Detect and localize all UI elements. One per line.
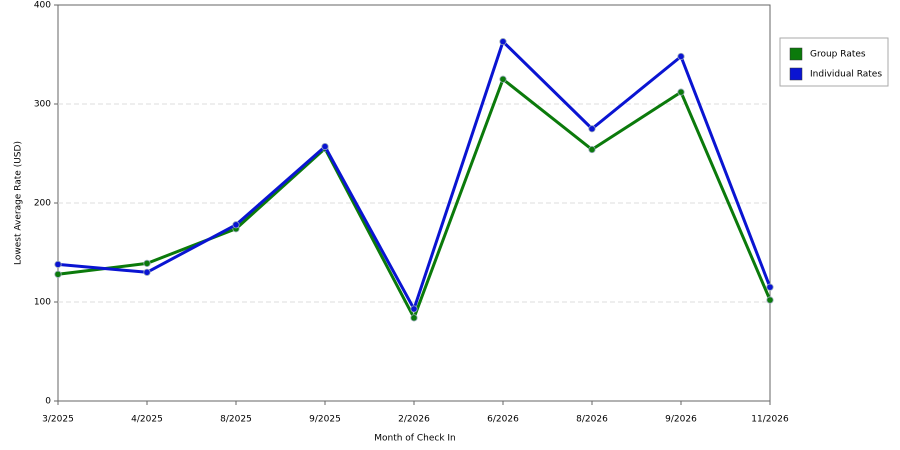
point [410, 314, 418, 322]
point [766, 283, 774, 291]
point [410, 305, 418, 313]
x-tick-label: 3/2025 [42, 415, 74, 425]
y-tick-label: 400 [34, 1, 51, 11]
y-tick-label: 200 [34, 199, 51, 209]
x-tick-label: 11/2026 [751, 415, 789, 425]
point [54, 260, 62, 268]
x-tick-label: 6/2026 [487, 415, 519, 425]
point [143, 268, 151, 276]
point [499, 75, 507, 83]
x-axis-label: Month of Check In [374, 434, 456, 444]
point [588, 145, 596, 154]
point [766, 296, 774, 304]
x-tick-label: 8/2025 [220, 415, 252, 425]
y-tick-label: 300 [34, 100, 51, 110]
point [677, 88, 685, 96]
legend-label: Individual Rates [810, 70, 882, 80]
x-tick-label: 9/2026 [665, 415, 697, 425]
x-tick-label: 8/2026 [576, 415, 608, 425]
series-line [57, 40, 772, 311]
point [232, 221, 240, 229]
legend-label: Group Rates [810, 50, 866, 60]
y-axis-label: Lowest Average Rate (USD) [14, 141, 24, 265]
point [499, 38, 507, 46]
legend-swatch [789, 47, 803, 61]
x-tick-label: 9/2025 [309, 415, 341, 425]
point [54, 270, 62, 278]
point [321, 142, 329, 151]
x-tick-label: 4/2025 [131, 415, 163, 425]
point [588, 125, 596, 133]
y-tick-label: 0 [45, 397, 51, 407]
point [677, 52, 685, 61]
series-line [57, 77, 772, 320]
x-tick-label: 2/2026 [398, 415, 430, 425]
y-tick-label: 100 [34, 298, 51, 308]
legend-swatch [789, 67, 803, 81]
point [143, 259, 151, 267]
